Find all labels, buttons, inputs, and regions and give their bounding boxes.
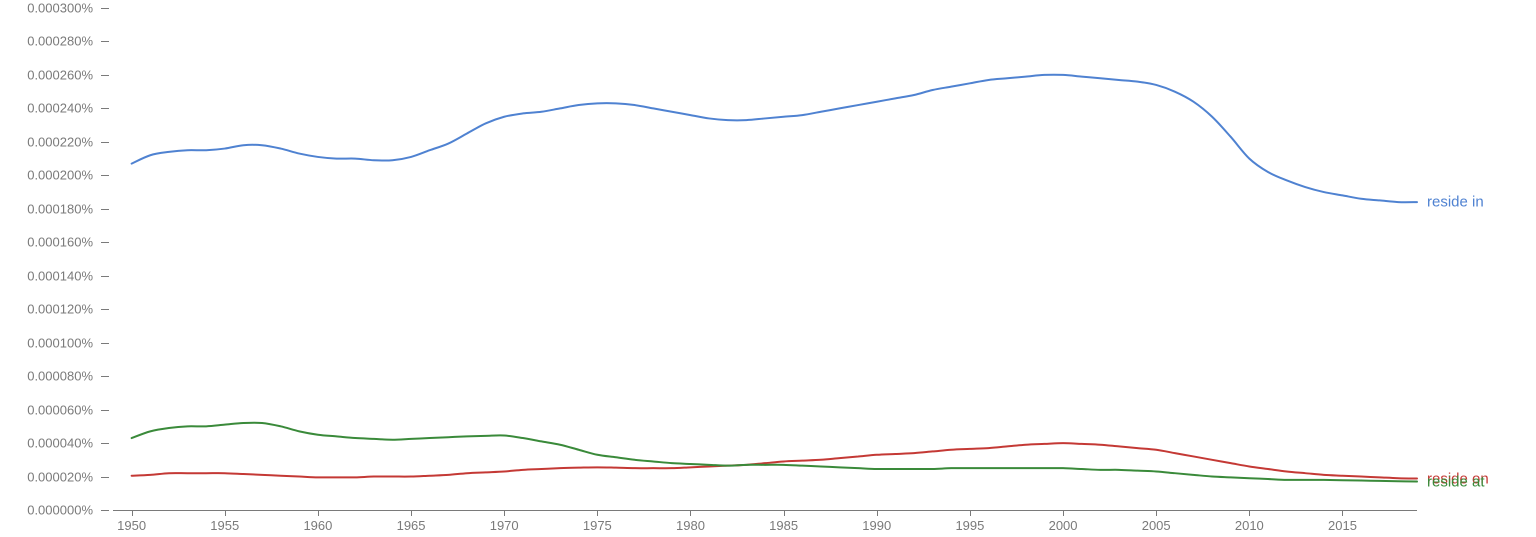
- series-line-reside-on: [132, 443, 1417, 478]
- series-line-reside-at: [132, 423, 1417, 482]
- ngram-line-chart: 0.000000%0.000020%0.000040%0.000060%0.00…: [0, 0, 1536, 537]
- plot-area: [0, 0, 1536, 537]
- series-line-reside-in: [132, 75, 1417, 203]
- series-label-reside-at: reside at: [1427, 473, 1485, 490]
- series-label-reside-in: reside in: [1427, 194, 1484, 211]
